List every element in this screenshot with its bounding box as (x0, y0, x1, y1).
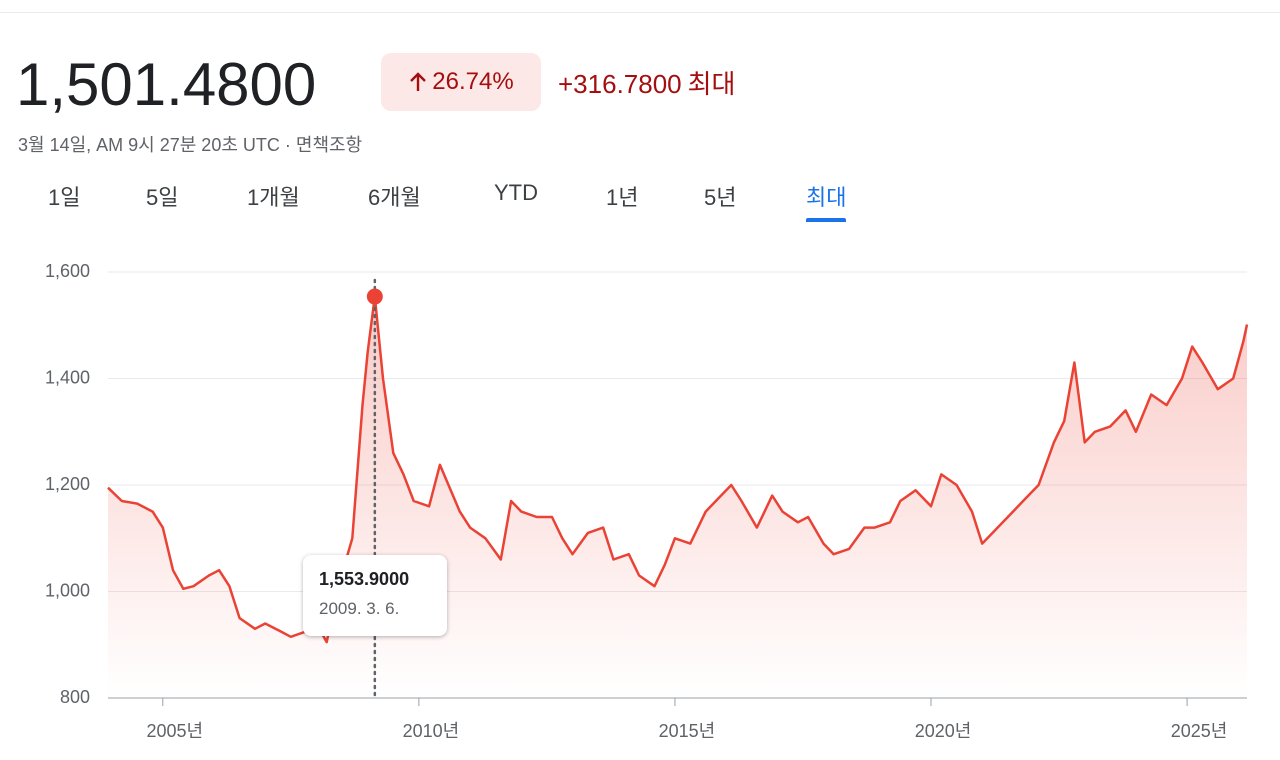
tooltip-date: 2009. 3. 6. (319, 599, 400, 618)
tooltip: 1,553.9000 2009. 3. 6. (303, 555, 447, 636)
change-badge: 26.74% (381, 53, 541, 111)
tooltip-value: 1,553.9000 (319, 569, 410, 589)
price: 1,501.4800 (16, 51, 317, 118)
timestamp: 3월 14일, AM 9시 27분 20초 UTC · (18, 135, 296, 155)
change-abs: +316.7800 (558, 69, 682, 99)
disclaimer-link[interactable]: 면책조항 (295, 135, 363, 155)
hover-point (366, 288, 383, 305)
x-tick-label: 2005년 (146, 721, 203, 741)
up-arrow (410, 72, 427, 91)
change: +316.7800 최대 (558, 64, 735, 101)
y-tick-label: 1,600 (45, 261, 90, 281)
y-tick-label: 1,400 (45, 367, 90, 387)
change-percent: 26.74% (432, 68, 514, 95)
range-tab[interactable]: 5년 (704, 185, 737, 210)
x-tick-label: 2020년 (915, 721, 972, 741)
y-tick-label: 800 (60, 687, 90, 707)
range-tab[interactable]: 6개월 (368, 185, 421, 210)
x-tick-label: 2025년 (1171, 721, 1228, 741)
range-tab[interactable]: YTD (494, 180, 538, 205)
divider (0, 12, 1280, 13)
range-tab[interactable]: 1일 (48, 185, 81, 210)
range-tab[interactable]: 5일 (146, 185, 179, 210)
period: 최대 (687, 69, 736, 99)
subtitle: 3월 14일, AM 9시 27분 20초 UTC · 면책조항 (18, 131, 362, 157)
x-tick-label: 2015년 (659, 721, 716, 741)
price-line (107, 295, 1249, 644)
range-tab[interactable]: 1개월 (247, 185, 300, 210)
y-tick-label: 1,000 (45, 580, 90, 600)
range-tab[interactable]: 최대 (806, 180, 847, 222)
area (108, 296, 1247, 698)
y-tick-label: 1,200 (45, 474, 90, 494)
x-tick-label: 2010년 (403, 721, 460, 741)
range-tab[interactable]: 1년 (606, 185, 639, 210)
